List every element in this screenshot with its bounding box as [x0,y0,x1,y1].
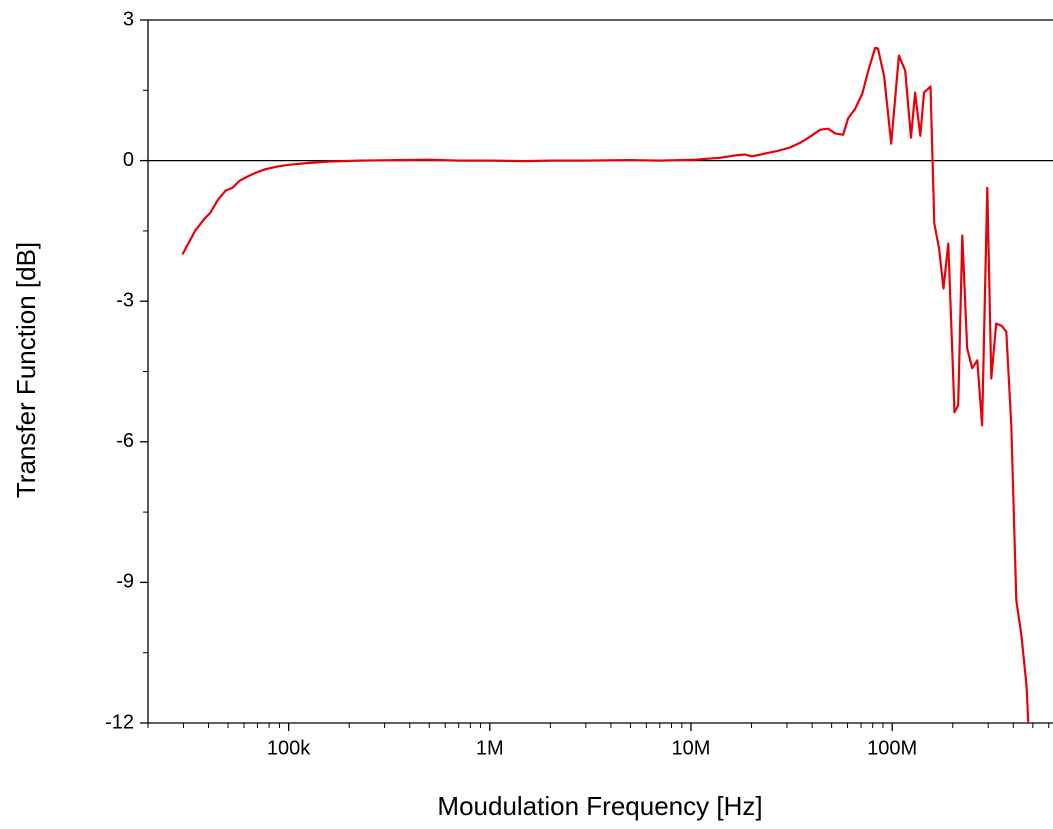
y-tick-label: 3 [123,8,134,30]
plot-area [181,46,1030,724]
x-tick-label: 100M [867,737,917,759]
y-tick-label: -3 [116,289,134,311]
x-tick-label: 10M [672,737,711,759]
x-axis-title: Moudulation Frequency [Hz] [437,791,762,821]
y-axis-title: Transfer Function [dB] [11,242,41,498]
x-tick-label: 1M [476,737,504,759]
data-line [181,46,1030,724]
y-tick-label: -6 [116,430,134,452]
y-tick-label: 0 [123,149,134,171]
y-tick-label: -12 [105,711,134,733]
y-tick-label: -9 [116,571,134,593]
x-tick-label: 100k [267,737,311,759]
